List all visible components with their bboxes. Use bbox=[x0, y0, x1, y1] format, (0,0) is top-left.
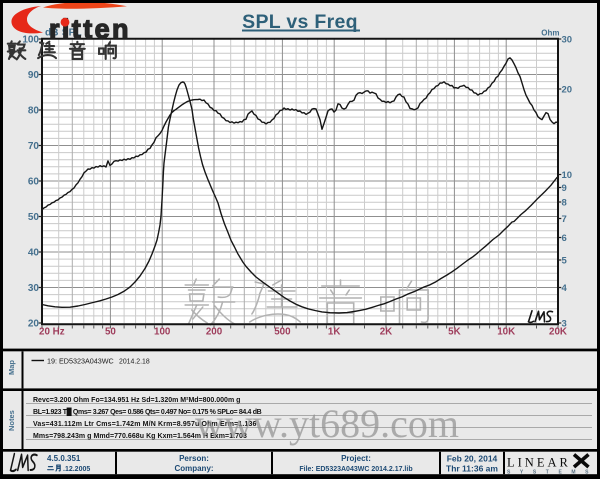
svg-text:20: 20 bbox=[562, 84, 573, 95]
svg-text:dB SPL: dB SPL bbox=[45, 28, 82, 39]
svg-text:8: 8 bbox=[562, 197, 567, 208]
svg-text:Revc=3.200 Ohm Fo=134.951 Hz: Revc=3.200 Ohm Fo=134.951 Hz Sd=1.320m M… bbox=[33, 397, 240, 404]
svg-text:Notes: Notes bbox=[7, 410, 16, 431]
svg-text:Project:: Project: bbox=[341, 454, 371, 463]
svg-text:200: 200 bbox=[206, 327, 223, 338]
svg-text:6: 6 bbox=[562, 233, 567, 244]
svg-text:2014.2.18: 2014.2.18 bbox=[119, 359, 150, 366]
svg-text:60: 60 bbox=[28, 177, 40, 188]
svg-text:90: 90 bbox=[28, 70, 40, 81]
svg-text:30: 30 bbox=[28, 283, 40, 294]
svg-text:4.5.0.351: 4.5.0.351 bbox=[47, 454, 81, 463]
svg-text:30: 30 bbox=[562, 34, 573, 45]
svg-text:Vas=431.112m Ltr Cms=1.742m: Vas=431.112m Ltr Cms=1.742m M/N Krm=8.95… bbox=[33, 421, 257, 428]
svg-text:4: 4 bbox=[562, 283, 568, 294]
svg-text:Feb 20, 2014: Feb 20, 2014 bbox=[447, 454, 498, 464]
svg-text:19: ED5323A043WC: 19: ED5323A043WC bbox=[47, 357, 114, 366]
svg-text:LINEAR: LINEAR bbox=[507, 456, 571, 470]
svg-text:SPL vs Freq: SPL vs Freq bbox=[242, 11, 358, 33]
svg-text:www.yt689.com: www.yt689.com bbox=[195, 401, 459, 446]
svg-text:SYSTEMS: SYSTEMS bbox=[507, 470, 598, 476]
svg-text:40: 40 bbox=[28, 248, 40, 259]
svg-text:Company:: Company: bbox=[174, 464, 213, 473]
svg-text:100: 100 bbox=[154, 327, 171, 338]
svg-text:20K: 20K bbox=[549, 327, 567, 338]
svg-text:10K: 10K bbox=[497, 327, 515, 338]
svg-text:50: 50 bbox=[105, 327, 116, 338]
svg-text:70: 70 bbox=[28, 141, 40, 152]
svg-text:20: 20 bbox=[28, 319, 40, 330]
svg-text:Thr 11:36 am: Thr 11:36 am bbox=[446, 464, 498, 474]
svg-text:.12.2005: .12.2005 bbox=[63, 466, 90, 473]
svg-text:ritten: ritten bbox=[49, 14, 131, 44]
svg-text:2K: 2K bbox=[380, 327, 393, 338]
svg-text:500: 500 bbox=[274, 327, 291, 338]
svg-text:100: 100 bbox=[22, 35, 39, 46]
svg-text:BL=1.923 T█ Qms= 3.267 Qes=: BL=1.923 T█ Qms= 3.267 Qes= 0.586 Qts= 0… bbox=[33, 407, 262, 417]
svg-text:7: 7 bbox=[562, 214, 567, 225]
svg-text:Ohm: Ohm bbox=[541, 29, 559, 38]
svg-text:9: 9 bbox=[562, 183, 567, 194]
svg-text:80: 80 bbox=[28, 106, 40, 117]
svg-text:File: ED5323A043WC 2014.2.17: File: ED5323A043WC 2014.2.17.lib bbox=[299, 466, 412, 473]
svg-text:3: 3 bbox=[562, 318, 567, 329]
svg-text:Map: Map bbox=[7, 360, 16, 375]
svg-text:50: 50 bbox=[28, 212, 40, 223]
svg-text:5: 5 bbox=[562, 255, 568, 266]
svg-text:1K: 1K bbox=[328, 327, 341, 338]
svg-text:5K: 5K bbox=[448, 327, 461, 338]
svg-text:Person:: Person: bbox=[179, 454, 209, 463]
svg-text:20 Hz: 20 Hz bbox=[39, 327, 65, 338]
svg-text:Mms=798.243m g Mmd=770.668u: Mms=798.243m g Mmd=770.668u Kg Kxm=1.564… bbox=[33, 433, 247, 440]
svg-text:10: 10 bbox=[562, 170, 573, 181]
